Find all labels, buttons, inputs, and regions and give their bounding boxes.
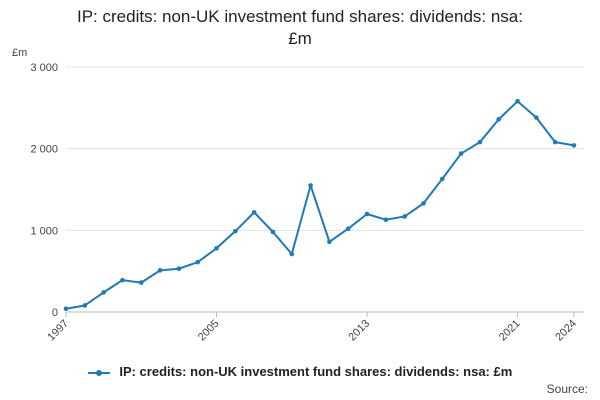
chart-title-line-1: IP: credits: non-UK investment fund shar… xyxy=(76,7,523,26)
data-point-2017[interactable] xyxy=(439,176,445,182)
data-point-2020[interactable] xyxy=(496,116,502,122)
data-point-2013[interactable] xyxy=(364,211,370,217)
data-point-2008[interactable] xyxy=(270,229,276,235)
legend-swatch xyxy=(87,368,110,378)
data-point-2010[interactable] xyxy=(308,183,313,188)
data-point-2009[interactable] xyxy=(289,251,295,257)
data-point-2018[interactable] xyxy=(458,151,464,156)
data-point-2014[interactable] xyxy=(383,217,389,223)
x-tick-label-2013: 2013 xyxy=(346,318,372,344)
data-point-2007[interactable] xyxy=(251,210,257,215)
legend-label: IP: credits: non-UK investment fund shar… xyxy=(119,364,513,379)
data-point-2024[interactable] xyxy=(571,143,577,148)
x-tick-label-2005: 2005 xyxy=(196,318,222,344)
data-point-2021[interactable] xyxy=(515,99,520,104)
gridlines xyxy=(66,66,584,231)
data-point-2001[interactable] xyxy=(138,280,144,285)
data-point-2015[interactable] xyxy=(402,214,407,219)
data-point-2003[interactable] xyxy=(176,266,182,272)
data-point-2002[interactable] xyxy=(157,268,163,273)
y-tick-label-1000: 1 000 xyxy=(30,225,58,237)
data-point-2006[interactable] xyxy=(233,228,238,234)
source-label: Source: xyxy=(546,382,588,396)
y-tick-label-0: 0 xyxy=(52,307,58,319)
y-tick-labels: 0 1 000 2 000 3 000 xyxy=(30,62,58,319)
data-point-2005[interactable] xyxy=(214,246,219,251)
chart-title: IP: credits: non-UK investment fund shar… xyxy=(0,6,600,50)
x-tick-label-2024: 2024 xyxy=(553,318,579,344)
data-point-1998[interactable] xyxy=(82,303,88,308)
series-line-0 xyxy=(65,100,575,310)
y-unit-label: £m xyxy=(12,47,27,59)
legend[interactable]: IP: credits: non-UK investment fund shar… xyxy=(0,364,600,379)
data-point-2012[interactable] xyxy=(345,226,351,231)
data-point-2004[interactable] xyxy=(195,259,201,265)
axes xyxy=(65,311,584,317)
data-point-2022[interactable] xyxy=(534,115,539,120)
y-tick-label-2000: 2 000 xyxy=(30,144,58,156)
data-point-2000[interactable] xyxy=(120,277,125,283)
data-point-2011[interactable] xyxy=(327,239,332,245)
data-point-2019[interactable] xyxy=(477,139,483,145)
data-point-1997[interactable] xyxy=(63,306,69,312)
data-point-1999[interactable] xyxy=(101,290,106,295)
data-point-2016[interactable] xyxy=(421,201,426,206)
data-point-2023[interactable] xyxy=(552,139,558,145)
series-group xyxy=(63,99,577,312)
x-tick-labels: 1997 2005 2013 2021 2024 xyxy=(45,318,579,344)
x-tick-label-1997: 1997 xyxy=(45,318,71,344)
y-tick-label-3000: 3 000 xyxy=(30,62,58,74)
chart-title-line-2: £m xyxy=(288,29,312,48)
x-tick-label-2021: 2021 xyxy=(497,318,523,344)
